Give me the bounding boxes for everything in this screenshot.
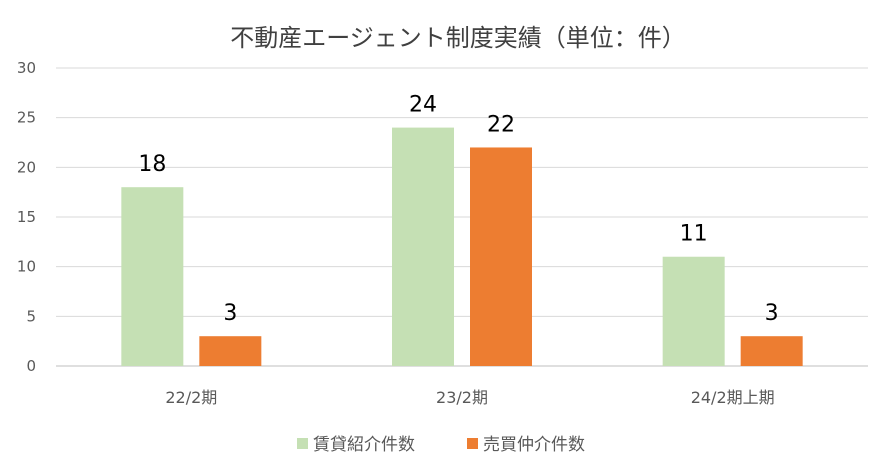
data-label: 18 xyxy=(138,152,166,177)
bar-2-3 xyxy=(740,336,803,366)
chart-title: 不動産エージェント制度実績（単位：件） xyxy=(230,24,686,52)
data-labels: 18 3 24 22 11 3 xyxy=(138,93,778,327)
legend-swatch xyxy=(467,438,478,449)
gridlines xyxy=(56,67,868,367)
legend-swatch xyxy=(297,438,308,449)
y-tick-label: 25 xyxy=(17,109,36,127)
data-label: 3 xyxy=(765,301,779,326)
bar-2-2 xyxy=(470,147,532,366)
x-tick-label: 22/2期 xyxy=(165,388,217,407)
y-tick-label: 30 xyxy=(17,59,36,77)
bar-1-3 xyxy=(662,256,725,366)
data-label: 24 xyxy=(409,93,437,118)
bar-1-1 xyxy=(121,187,184,366)
bars xyxy=(121,127,803,366)
y-tick-label: 0 xyxy=(26,357,36,375)
legend-label: 売買仲介件数 xyxy=(483,435,585,455)
y-tick-label: 5 xyxy=(26,307,36,325)
legend-label: 賃貸紹介件数 xyxy=(313,435,415,455)
x-axis-ticks: 22/2期 23/2期 24/2期上期 xyxy=(165,388,774,407)
data-label: 11 xyxy=(680,222,708,247)
x-tick-label: 23/2期 xyxy=(436,388,488,407)
y-axis-ticks: 0 5 10 15 20 25 30 xyxy=(17,59,36,375)
y-tick-label: 15 xyxy=(17,208,36,226)
y-tick-label: 20 xyxy=(17,158,36,176)
legend: 賃貸紹介件数 売買仲介件数 xyxy=(297,435,585,455)
bar-2-1 xyxy=(199,336,262,366)
bar-1-2 xyxy=(392,127,454,366)
y-tick-label: 10 xyxy=(17,258,36,276)
data-label: 3 xyxy=(223,301,237,326)
x-tick-label: 24/2期上期 xyxy=(691,388,775,407)
data-label: 22 xyxy=(487,112,515,137)
